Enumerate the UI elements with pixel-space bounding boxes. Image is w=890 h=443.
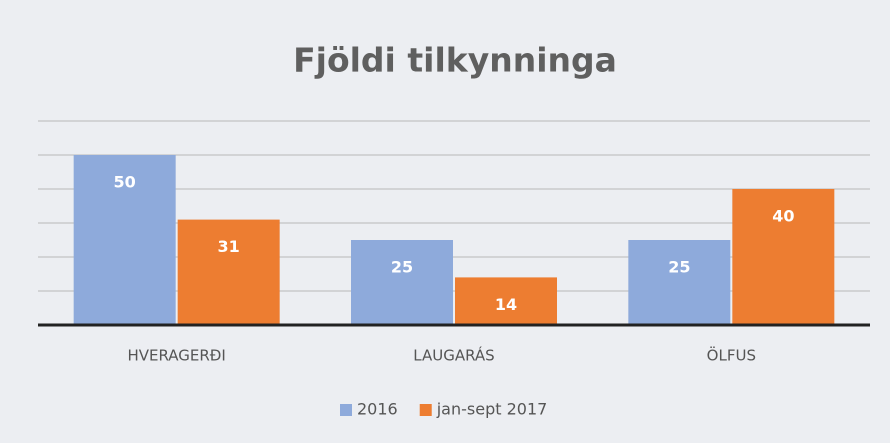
x-tick-label: HVERAGERÐI xyxy=(127,347,225,365)
data-label: 25 xyxy=(391,258,413,277)
x-tick-label: ÖLFUS xyxy=(707,346,756,365)
chart-title: Fjöldi tilkynninga xyxy=(293,41,617,80)
legend-swatch xyxy=(340,404,352,416)
legend-label: jan-sept 2017 xyxy=(436,400,548,419)
data-label: 40 xyxy=(772,207,794,226)
x-tick-label: LAUGARÁS xyxy=(413,346,494,365)
data-label: 50 xyxy=(114,173,136,192)
bar xyxy=(351,240,453,325)
data-label: 31 xyxy=(218,237,240,256)
bar xyxy=(732,189,835,325)
legend-swatch xyxy=(419,404,432,416)
bar xyxy=(628,240,731,325)
bar xyxy=(455,277,557,325)
bar xyxy=(177,219,280,325)
bar xyxy=(73,155,176,325)
data-label: 14 xyxy=(495,295,517,314)
data-label: 25 xyxy=(668,258,690,277)
legend-label: 2016 xyxy=(357,400,398,419)
